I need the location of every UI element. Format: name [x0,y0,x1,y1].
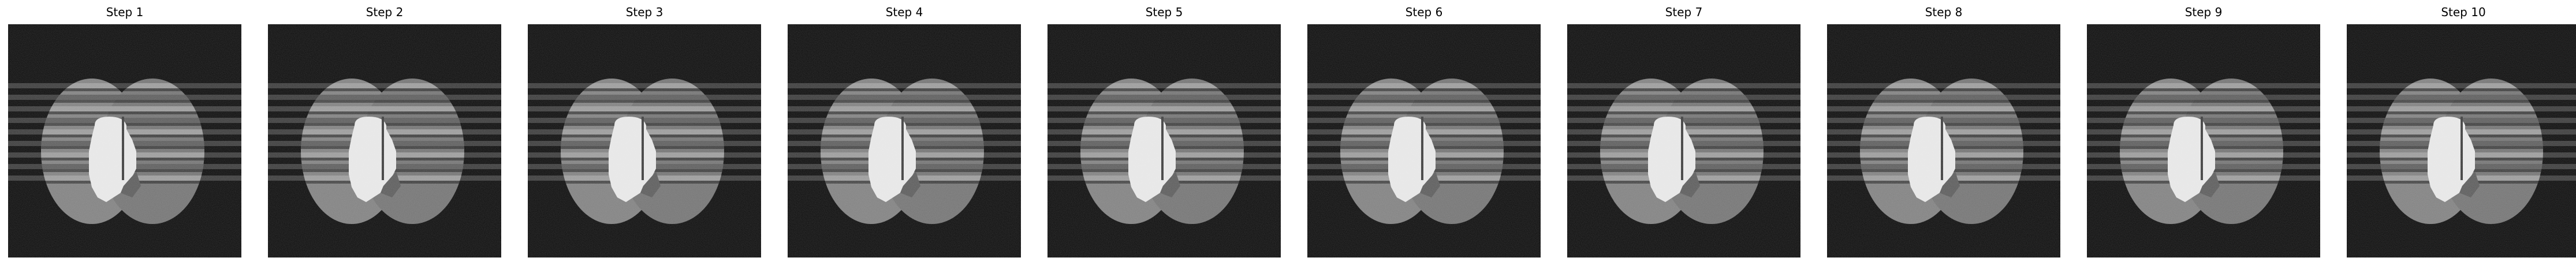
phantom-image [1307,24,1541,257]
phantom-svg [528,24,761,257]
step-panel-6: Step 6 [1307,0,1541,265]
phantom-image [268,24,501,257]
phantom-image [528,24,761,257]
phantom-image [1827,24,2060,257]
panel-title: Step 1 [106,5,144,19]
step-panel-5: Step 5 [1047,0,1281,265]
step-panel-4: Step 4 [788,0,1021,265]
phantom-svg [8,24,241,257]
noise-overlay [788,24,1021,257]
phantom-svg [1307,24,1541,257]
step-panel-7: Step 7 [1567,0,1800,265]
phantom-image [788,24,1021,257]
phantom-image [2087,24,2320,257]
noise-overlay [1827,24,2060,257]
panel-title: Step 7 [1665,5,1703,19]
noise-overlay [8,24,241,257]
phantom-svg [1047,24,1281,257]
step-panel-8: Step 8 [1827,0,2060,265]
noise-overlay [1047,24,1281,257]
phantom-svg [2087,24,2320,257]
noise-overlay [268,24,501,257]
panel-title: Step 3 [625,5,663,19]
panel-title: Step 6 [1405,5,1443,19]
step-panel-1: Step 1 [8,0,241,265]
phantom-image [2347,24,2576,257]
phantom-svg [2347,24,2576,257]
phantom-svg [1567,24,1800,257]
phantom-image [1567,24,1800,257]
noise-overlay [528,24,761,257]
panel-title: Step 5 [1145,5,1183,19]
noise-overlay [2087,24,2320,257]
noise-overlay [1567,24,1800,257]
step-panel-3: Step 3 [528,0,761,265]
panel-title: Step 4 [885,5,923,19]
phantom-svg [268,24,501,257]
phantom-svg [1827,24,2060,257]
step-panel-2: Step 2 [268,0,501,265]
phantom-svg [788,24,1021,257]
noise-overlay [2347,24,2576,257]
phantom-image [8,24,241,257]
panel-title: Step 8 [1925,5,1963,19]
panel-title: Step 2 [366,5,404,19]
phantom-image [1047,24,1281,257]
noise-overlay [1307,24,1541,257]
step-panel-9: Step 9 [2087,0,2320,265]
step-panel-10: Step 10 [2347,0,2576,265]
panel-title: Step 10 [2441,5,2486,19]
panel-title: Step 9 [2184,5,2223,19]
